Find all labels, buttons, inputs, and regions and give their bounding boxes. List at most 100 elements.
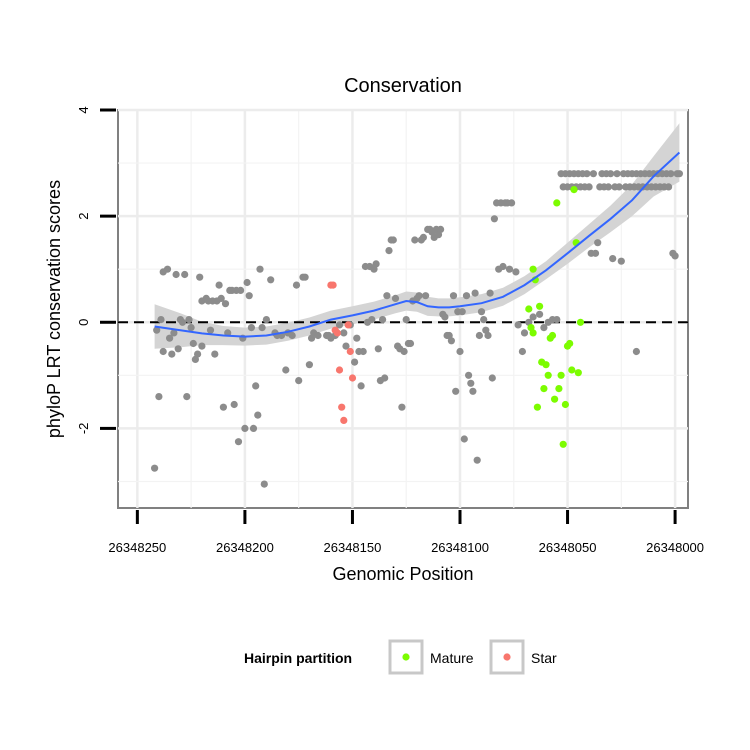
data-point-other (508, 199, 516, 207)
data-point-other (217, 294, 225, 302)
y-axis: -2 0 2 4 (76, 106, 116, 434)
data-point-mature (574, 369, 582, 377)
legend: Hairpin partition Mature Star (244, 639, 557, 675)
data-point-other (505, 265, 514, 273)
data-point-other (194, 350, 202, 358)
data-point-other (211, 350, 219, 358)
x-tick-label: 26348000 (646, 540, 704, 555)
data-point-other (178, 318, 187, 326)
data-point-other (151, 464, 159, 472)
smooth-fit-line (154, 151, 681, 338)
x-tick-label: 26348250 (108, 540, 166, 555)
data-point-other (471, 289, 479, 297)
legend-label-mature: Mature (430, 650, 474, 666)
data-point-other (159, 347, 167, 356)
data-point-mature (557, 371, 565, 379)
data-point-other (282, 366, 290, 374)
data-point-other (335, 321, 344, 329)
data-point-star (340, 416, 348, 424)
data-point-other (594, 239, 602, 247)
data-point-mature (555, 385, 563, 393)
data-point-star (333, 329, 341, 337)
data-point-other (480, 316, 488, 324)
data-point-star (344, 321, 352, 329)
data-point-other (389, 236, 397, 244)
legend-entry-mature: Mature (388, 639, 474, 675)
data-point-other (467, 379, 475, 387)
data-point-other (221, 300, 230, 308)
plot-panel (117, 108, 689, 509)
data-point-mature (559, 440, 567, 448)
data-point-other (469, 387, 477, 395)
data-point-other (189, 339, 197, 348)
data-point-other (249, 424, 258, 432)
data-point-other (458, 308, 466, 316)
y-tick-label: -2 (76, 423, 91, 435)
points-star-series (327, 281, 357, 424)
data-point-other (288, 331, 296, 340)
data-point-mature (542, 361, 550, 369)
data-point-other (155, 393, 163, 401)
data-point-other (484, 331, 492, 340)
data-point-other (262, 316, 270, 324)
data-point-other (419, 233, 427, 241)
data-point-other (415, 292, 423, 300)
data-point-other (475, 331, 483, 340)
data-point-other (359, 347, 367, 356)
data-point-other (187, 324, 195, 332)
data-point-other (514, 321, 522, 329)
data-point-other (499, 262, 507, 271)
data-point-other (609, 255, 617, 263)
legend-label-star: Star (531, 650, 557, 666)
data-point-other (675, 170, 684, 178)
data-point-other (465, 371, 473, 379)
points-other-series (151, 170, 684, 488)
chart-title: Conservation (344, 75, 462, 97)
data-point-mature (551, 395, 559, 403)
x-tick-label: 26348050 (539, 540, 597, 555)
data-point-other (168, 350, 176, 358)
legend-swatch-mature (402, 653, 410, 661)
data-point-other (256, 265, 264, 273)
data-point-other (460, 435, 468, 443)
data-point-other (473, 456, 481, 464)
data-point-other (379, 316, 387, 324)
data-point-other (391, 294, 400, 302)
data-point-mature (540, 385, 548, 393)
data-point-other (518, 347, 527, 356)
data-point-star (348, 374, 357, 382)
data-point-other (166, 334, 174, 342)
data-point-other (441, 313, 449, 321)
data-point-other (529, 313, 537, 321)
data-point-star (346, 347, 354, 356)
data-point-other (402, 316, 410, 324)
data-point-other (583, 170, 591, 178)
data-point-other (488, 374, 496, 382)
data-point-other (206, 326, 215, 334)
data-point-other (183, 393, 191, 401)
data-point-other (181, 270, 189, 279)
points-mature-series (525, 186, 585, 448)
data-point-mature (533, 403, 542, 411)
data-point-other (607, 170, 615, 178)
data-point-other (215, 281, 223, 289)
data-point-other (219, 403, 227, 411)
y-tick-label: 2 (76, 212, 91, 219)
data-point-other (157, 316, 165, 324)
data-point-star (338, 403, 346, 411)
data-point-other (241, 424, 249, 432)
data-point-mature (536, 302, 544, 310)
data-point-other (452, 387, 460, 395)
data-point-other (340, 329, 348, 337)
data-point-other (632, 347, 641, 356)
data-point-mature (548, 331, 557, 340)
data-point-other (234, 438, 243, 446)
data-point-other (385, 247, 393, 255)
data-point-other (617, 257, 625, 265)
data-point-other (665, 183, 673, 191)
x-axis: 26348250 26348200 26348150 26348100 26348050… (108, 510, 704, 555)
data-point-other (422, 292, 430, 300)
y-tick-label: 0 (76, 319, 91, 326)
data-point-other (163, 265, 172, 273)
data-point-other (437, 225, 445, 233)
